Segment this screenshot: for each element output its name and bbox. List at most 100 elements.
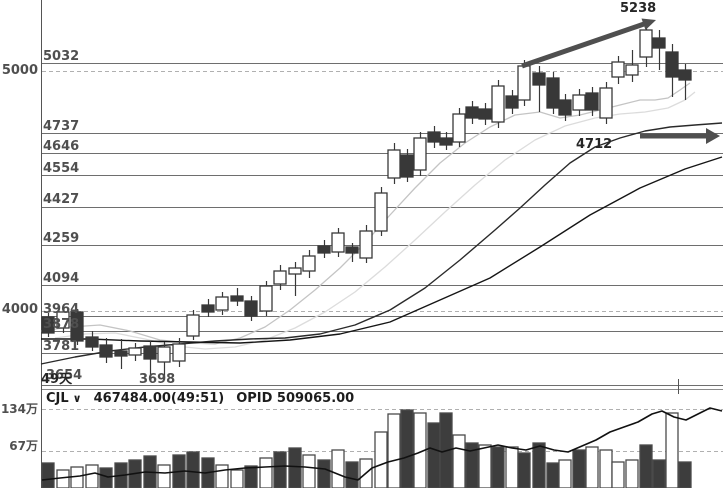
volume-bar[interactable]	[302, 454, 316, 488]
candle[interactable]	[41, 316, 55, 334]
volume-bar[interactable]	[546, 462, 560, 488]
volume-bar[interactable]	[639, 444, 653, 488]
candle[interactable]	[439, 137, 453, 146]
candle[interactable]	[85, 336, 99, 348]
trend-up-arrow[interactable]	[521, 21, 645, 69]
candle[interactable]	[505, 95, 519, 109]
candle[interactable]	[56, 311, 70, 329]
indicator-name[interactable]: CJL	[46, 391, 69, 406]
candle[interactable]	[572, 94, 586, 111]
volume-bar[interactable]	[558, 459, 572, 488]
volume-bar[interactable]	[427, 422, 441, 488]
volume-bar[interactable]	[288, 447, 302, 488]
volume-bar[interactable]	[585, 446, 599, 488]
volume-panel-header: CJL ∨ 467484.00(49:51) OPID 509065.00	[46, 391, 354, 406]
candle[interactable]	[546, 77, 560, 109]
candle[interactable]	[400, 154, 414, 178]
candle[interactable]	[359, 230, 373, 259]
candle[interactable]	[465, 106, 479, 119]
candle[interactable]	[532, 72, 546, 86]
candle[interactable]	[331, 232, 345, 253]
volume-bar[interactable]	[678, 461, 692, 488]
volume-bar[interactable]	[505, 446, 519, 488]
volume-bar[interactable]	[665, 412, 679, 488]
volume-bar[interactable]	[611, 461, 625, 488]
candle[interactable]	[413, 137, 427, 171]
volume-bar[interactable]	[186, 451, 200, 488]
candle[interactable]	[387, 149, 401, 179]
y-axis-label-4737: 4737	[43, 119, 80, 134]
candle[interactable]	[230, 295, 244, 302]
volume-bar[interactable]	[478, 444, 492, 488]
candle[interactable]	[665, 51, 679, 78]
volume-bar[interactable]	[400, 409, 414, 488]
volume-bar[interactable]	[273, 451, 287, 488]
low-price-label-3698: 3698	[139, 372, 176, 387]
chevron-down-icon[interactable]: ∨	[72, 392, 82, 405]
volume-bar[interactable]	[599, 449, 613, 488]
volume-bar[interactable]	[491, 446, 505, 488]
candle[interactable]	[558, 99, 572, 116]
candle[interactable]	[491, 85, 505, 123]
volume-bar[interactable]	[99, 467, 113, 488]
candle[interactable]	[478, 108, 492, 120]
candle[interactable]	[70, 311, 84, 342]
volume-bar[interactable]	[317, 459, 331, 488]
volume-bar[interactable]	[244, 465, 258, 488]
y-axis-label-4427: 4427	[43, 192, 80, 207]
candle[interactable]	[143, 345, 157, 360]
candle[interactable]	[599, 87, 613, 119]
support-right-arrow-head[interactable]	[706, 128, 720, 144]
volume-bar[interactable]	[652, 459, 666, 488]
volume-bar[interactable]	[41, 462, 55, 488]
trend-up-arrow-head[interactable]	[641, 18, 657, 31]
peak-annotation-label: 5238	[620, 1, 657, 16]
volume-bar[interactable]	[331, 449, 345, 488]
candle[interactable]	[244, 300, 258, 317]
volume-bar[interactable]	[452, 434, 466, 488]
candle[interactable]	[114, 350, 128, 357]
volume-bar[interactable]	[374, 431, 388, 488]
vol-axis-label-67w: 67万	[9, 439, 38, 453]
candle[interactable]	[345, 246, 359, 254]
candle[interactable]	[128, 347, 142, 356]
candle[interactable]	[427, 131, 441, 143]
ma-slow-black	[40, 122, 723, 365]
volume-bar[interactable]	[572, 449, 586, 488]
candle[interactable]	[652, 37, 666, 49]
volume-bar[interactable]	[259, 457, 273, 488]
candle[interactable]	[288, 267, 302, 275]
candle[interactable]	[215, 296, 229, 311]
y-axis-label-4000: 4000	[1, 302, 38, 317]
volume-bar[interactable]	[517, 452, 531, 488]
candle[interactable]	[273, 270, 287, 285]
volume-bar[interactable]	[85, 464, 99, 488]
candle[interactable]	[186, 314, 200, 337]
volume-bar[interactable]	[387, 413, 401, 488]
volume-bar[interactable]	[625, 459, 639, 488]
candle[interactable]	[585, 92, 599, 111]
volume-bar[interactable]	[157, 464, 171, 488]
candle[interactable]	[452, 113, 466, 143]
candle[interactable]	[374, 192, 388, 232]
volume-bar[interactable]	[465, 442, 479, 488]
volume-bar[interactable]	[345, 461, 359, 488]
candle[interactable]	[678, 69, 692, 81]
volume-bar[interactable]	[230, 469, 244, 488]
candle[interactable]	[302, 255, 316, 272]
volume-bar[interactable]	[532, 442, 546, 488]
y-axis-label-3964: 3964	[43, 302, 80, 317]
candle[interactable]	[259, 285, 273, 312]
candle[interactable]	[639, 29, 653, 58]
volume-bar[interactable]	[215, 464, 229, 488]
candle[interactable]	[157, 346, 171, 363]
candle[interactable]	[611, 61, 625, 78]
candle[interactable]	[317, 245, 331, 254]
candle[interactable]	[99, 344, 113, 358]
volume-bar[interactable]	[56, 469, 70, 488]
candle[interactable]	[201, 304, 215, 313]
candle[interactable]	[517, 65, 531, 101]
candle[interactable]	[625, 64, 639, 76]
candle[interactable]	[172, 343, 186, 362]
